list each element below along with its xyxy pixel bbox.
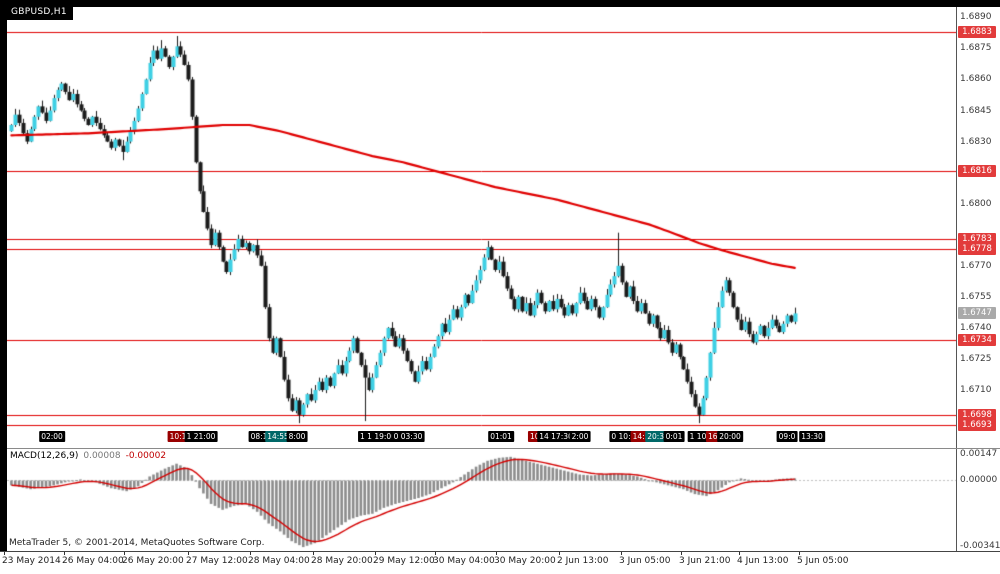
price-axis-tick: 1.6800	[960, 198, 992, 209]
price-axis-tick: 1.6830	[960, 136, 992, 147]
trade-marker[interactable]: 8:00	[286, 431, 308, 442]
price-axis-tick: 1.6755	[960, 291, 992, 302]
current-price-badge: 1.6747	[958, 307, 996, 320]
time-axis-tick	[313, 552, 314, 555]
price-axis-tick: 1.6890	[960, 12, 992, 23]
time-axis-label: 30 May 20:00	[494, 556, 556, 566]
trade-marker[interactable]: 14:55	[265, 431, 291, 442]
macd-main-value: 0.00008	[83, 451, 121, 461]
trade-marker[interactable]: 1 10	[687, 431, 709, 442]
hline-price-badge[interactable]: 1.6816	[958, 164, 996, 177]
indicator-axis-label: 0.00147	[960, 449, 998, 459]
time-axis-tick	[739, 552, 740, 555]
time-axis-label: 27 May 12:00	[186, 556, 248, 566]
macd-signal-value: -0.00002	[125, 451, 167, 461]
hline-price-badge[interactable]: 1.6783	[958, 232, 996, 245]
trade-marker[interactable]: 14 17:30	[537, 431, 575, 442]
time-axis-tick	[250, 552, 251, 555]
time-axis-separator	[0, 551, 1000, 552]
time-axis-tick	[621, 552, 622, 555]
trade-marker[interactable]: 02:00	[39, 431, 65, 442]
macd-indicator-label: MACD(12,26,9) 0.00008 -0.00002	[10, 451, 166, 461]
trade-marker[interactable]: 09:0	[776, 431, 798, 442]
price-axis-tick: 1.6845	[960, 105, 992, 116]
time-axis-label: 26 May 04:00	[62, 556, 124, 566]
time-axis-label: 26 May 20:00	[122, 556, 184, 566]
trade-marker[interactable]: 0:01	[663, 431, 685, 442]
time-axis-label: 30 May 04:00	[433, 556, 495, 566]
window-frame-left	[0, 0, 7, 574]
trade-marker[interactable]: 08:1	[248, 431, 270, 442]
hline-price-badge[interactable]: 1.6693	[958, 419, 996, 432]
price-pane[interactable]: 02:00 10:1 1 21:00 08:1 14:55 8:00 1 1 19:00 0 …	[7, 7, 956, 448]
price-axis-tick: 1.6860	[960, 74, 992, 85]
time-axis-label: 28 May 04:00	[248, 556, 310, 566]
price-chart-canvas[interactable]	[7, 7, 956, 448]
macd-name: MACD(12,26,9)	[10, 451, 79, 461]
price-axis-tick: 1.6875	[960, 43, 992, 54]
time-axis-tick	[375, 552, 376, 555]
price-axis-tick: 1.6725	[960, 353, 992, 364]
trade-marker[interactable]: 2:00	[569, 431, 591, 442]
time-axis-tick	[435, 552, 436, 555]
macd-pane[interactable]: MACD(12,26,9) 0.00008 -0.00002 MetaTrader …	[7, 449, 956, 551]
time-axis-tick	[559, 552, 560, 555]
time-axis-label: 5 Jun 05:00	[797, 556, 849, 566]
trade-marker[interactable]: 0 03:30	[391, 431, 425, 442]
trade-marker[interactable]: 20:30	[645, 431, 671, 442]
trade-marker[interactable]: 01:01	[488, 431, 514, 442]
price-axis-tick: 1.6740	[960, 322, 992, 333]
hline-price-badge[interactable]: 1.6698	[958, 408, 996, 421]
time-axis-tick	[188, 552, 189, 555]
time-axis-label: 3 Jun 05:00	[619, 556, 671, 566]
time-axis-tick	[496, 552, 497, 555]
time-axis-label: 29 May 12:00	[373, 556, 435, 566]
time-axis-tick	[681, 552, 682, 555]
window-frame-top	[0, 0, 1000, 7]
time-axis-tick	[124, 552, 125, 555]
trade-marker[interactable]: 0 10:	[609, 431, 633, 442]
trade-marker[interactable]: 1 1 19:00	[358, 431, 398, 442]
time-axis-tick	[4, 552, 5, 555]
time-axis-tick	[799, 552, 800, 555]
time-axis-label: 3 Jun 21:00	[679, 556, 731, 566]
trade-marker[interactable]: 20:00	[717, 431, 743, 442]
price-axis[interactable]: 1.6890 1.6875 1.6860 1.6845 1.6830 1.6800 1.67…	[957, 7, 1000, 448]
indicator-axis-label: 0.00000	[960, 475, 998, 486]
platform-copyright: MetaTrader 5, © 2001-2014, MetaQuotes So…	[9, 538, 265, 548]
time-axis-label: 23 May 2014	[2, 556, 61, 566]
hline-price-badge[interactable]: 1.6883	[958, 25, 996, 38]
price-axis-tick: 1.6770	[960, 260, 992, 271]
trade-marker[interactable]: 16:	[705, 431, 723, 442]
trade-marker[interactable]: 13:30	[799, 431, 825, 442]
trade-marker[interactable]: 1 21:00	[184, 431, 218, 442]
price-axis-tick: 1.6710	[960, 385, 992, 396]
time-axis-label: 2 Jun 13:00	[557, 556, 609, 566]
time-axis-label: 28 May 20:00	[311, 556, 373, 566]
time-axis-tick	[64, 552, 65, 555]
hline-price-badge[interactable]: 1.6778	[958, 243, 996, 256]
symbol-timeframe-label: GBPUSD,H1	[7, 5, 73, 20]
trade-marker[interactable]: 10:1	[167, 431, 189, 442]
time-axis-label: 4 Jun 13:00	[737, 556, 789, 566]
indicator-axis: 0.00147 0.00000 -0.00341	[957, 449, 1000, 551]
macd-chart-canvas[interactable]	[7, 449, 956, 551]
trade-marker[interactable]: 14:5	[630, 431, 652, 442]
axis-separator-vertical	[956, 7, 957, 551]
time-axis[interactable]: 23 May 2014 26 May 04:00 26 May 20:00 27 Ma…	[0, 552, 1000, 574]
hline-price-badge[interactable]: 1.6734	[958, 334, 996, 347]
trade-marker[interactable]: 10:	[527, 431, 545, 442]
indicator-axis-label: -0.00341	[960, 541, 1000, 551]
pane-separator	[7, 448, 1000, 449]
